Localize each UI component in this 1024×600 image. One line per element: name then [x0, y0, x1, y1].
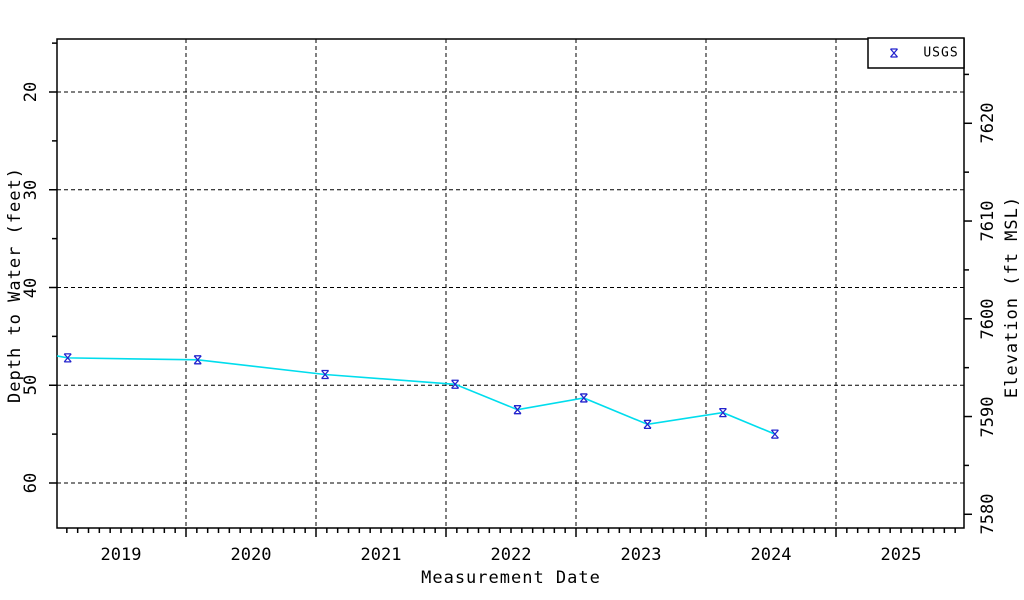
legend-box: [867, 37, 965, 69]
legend-label: USGS: [923, 45, 959, 61]
y-right-tick-label: 7610: [978, 200, 998, 242]
data-point-marker: [643, 419, 652, 429]
data-point-marker: [451, 379, 460, 389]
data-line: [56, 355, 776, 435]
x-tick-label: 2020: [230, 545, 272, 565]
data-point-marker: [513, 405, 522, 415]
y-right-tick-label: 7580: [978, 493, 998, 535]
plot-border: [56, 38, 965, 529]
data-point-marker: [579, 393, 588, 403]
x-axis-title: Measurement Date: [421, 568, 601, 588]
x-tick-label: 2021: [360, 545, 402, 565]
y-left-tick-label: 50: [21, 375, 41, 396]
data-point-marker: [63, 353, 72, 363]
data-point-marker: [770, 429, 779, 439]
y-right-tick-label: 7590: [978, 396, 998, 437]
x-tick-label: 2019: [100, 545, 142, 565]
legend-marker: [890, 48, 898, 58]
x-tick-label: 2023: [620, 545, 662, 565]
y-left-tick-label: 40: [21, 277, 41, 298]
right-axis-title: Elevation (ft MSL): [1002, 195, 1022, 399]
y-right-tick-label: 7620: [978, 102, 998, 144]
x-tick-label: 2022: [490, 545, 532, 565]
y-left-tick-label: 30: [21, 179, 41, 200]
data-point-marker: [718, 407, 727, 418]
x-tick-label: 2024: [750, 545, 792, 565]
y-right-tick-label: 7600: [978, 298, 998, 340]
data-point-marker: [321, 369, 330, 380]
y-left-tick-label: 20: [21, 81, 41, 103]
x-tick-label: 2025: [880, 545, 922, 565]
y-left-tick-label: 60: [21, 472, 41, 494]
data-point-marker: [193, 355, 202, 365]
